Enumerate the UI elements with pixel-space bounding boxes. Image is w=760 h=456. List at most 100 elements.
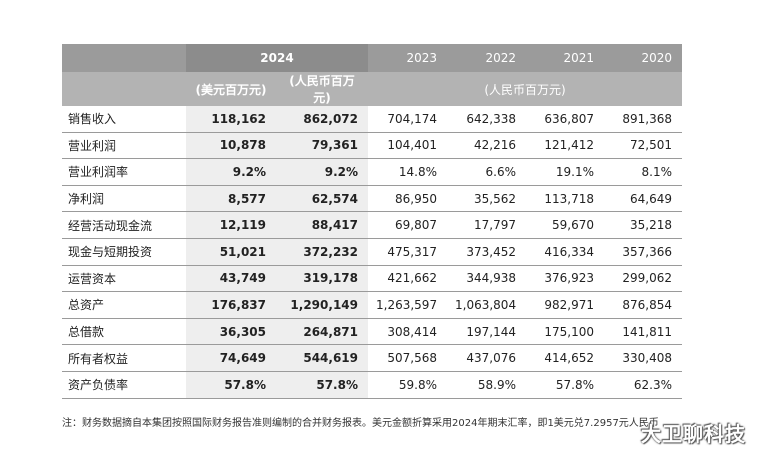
watermark-logo: 大卫聊科技: [641, 422, 746, 446]
cell-2021: 113,718: [526, 185, 604, 213]
table-row: 经营活动现金流 12,119 88,417 69,807 17,797 59,670 35,…: [62, 211, 682, 239]
row-label: 总资产: [62, 291, 186, 319]
cell-2023: 104,401: [368, 132, 447, 160]
cell-2024-rmb: 62,574: [276, 185, 368, 213]
cell-2021: 416,334: [526, 238, 604, 266]
table-row: 总借款 36,305 264,871 308,414 197,144 175,100 141…: [62, 318, 682, 346]
cell-2022: 437,076: [447, 344, 526, 372]
table-row: 营业利润 10,878 79,361 104,401 42,216 121,412 72,5…: [62, 132, 682, 160]
unit-header-blank: [62, 72, 186, 106]
cell-2023: 421,662: [368, 265, 447, 293]
cell-2020: 62.3%: [604, 371, 682, 399]
row-label: 运营资本: [62, 265, 186, 293]
cell-2020: 35,218: [604, 211, 682, 239]
table-row: 总资产 176,837 1,290,149 1,263,597 1,063,804 982…: [62, 291, 682, 319]
cell-2023: 507,568: [368, 344, 447, 372]
cell-2021: 59,670: [526, 211, 604, 239]
header-blank: [62, 44, 186, 72]
row-label: 营业利润: [62, 132, 186, 160]
cell-2021: 19.1%: [526, 158, 604, 186]
cell-2022: 373,452: [447, 238, 526, 266]
cell-2023: 475,317: [368, 238, 447, 266]
cell-2024-usd: 176,837: [186, 291, 276, 319]
cell-2022: 344,938: [447, 265, 526, 293]
cell-2021: 982,971: [526, 291, 604, 319]
table-row: 销售收入 118,162 862,072 704,174 642,338 636,807 8…: [62, 106, 682, 133]
cell-2022: 1,063,804: [447, 291, 526, 319]
cell-2024-rmb: 88,417: [276, 211, 368, 239]
table-row: 现金与短期投资 51,021 372,232 475,317 373,452 416,33…: [62, 238, 682, 266]
cell-2022: 642,338: [447, 106, 526, 133]
cell-2023: 59.8%: [368, 371, 447, 399]
cell-2024-rmb: 372,232: [276, 238, 368, 266]
cell-2020: 299,062: [604, 265, 682, 293]
cell-2020: 64,649: [604, 185, 682, 213]
year-header-2023: 2023: [368, 44, 447, 72]
cell-2024-rmb: 264,871: [276, 318, 368, 346]
row-label: 经营活动现金流: [62, 211, 186, 239]
year-header-2020: 2020: [604, 44, 682, 72]
row-label: 营业利润率: [62, 158, 186, 186]
cell-2024-usd: 43,749: [186, 265, 276, 293]
cell-2024-usd: 74,649: [186, 344, 276, 372]
table-row: 资产负债率 57.8% 57.8% 59.8% 58.9% 57.8% 62.3%: [62, 371, 682, 399]
cell-2024-usd: 57.8%: [186, 371, 276, 399]
cell-2022: 17,797: [447, 211, 526, 239]
cell-2020: 891,368: [604, 106, 682, 133]
cell-2023: 14.8%: [368, 158, 447, 186]
cell-2021: 376,923: [526, 265, 604, 293]
financial-summary-table: 2024 2023 2022 2021 2020 (美元百万元) (人民币百万元…: [62, 44, 682, 399]
row-label: 资产负债率: [62, 371, 186, 399]
cell-2024-usd: 118,162: [186, 106, 276, 133]
cell-2023: 308,414: [368, 318, 447, 346]
table-row: 营业利润率 9.2% 9.2% 14.8% 6.6% 19.1% 8.1%: [62, 158, 682, 186]
cell-2023: 69,807: [368, 211, 447, 239]
cell-2020: 141,811: [604, 318, 682, 346]
cell-2024-usd: 12,119: [186, 211, 276, 239]
row-label: 总借款: [62, 318, 186, 346]
cell-2024-rmb: 79,361: [276, 132, 368, 160]
table-row: 所有者权益 74,649 544,619 507,568 437,076 414,652 3…: [62, 344, 682, 372]
table-body: 销售收入 118,162 862,072 704,174 642,338 636,807 8…: [62, 106, 682, 399]
cell-2022: 42,216: [447, 132, 526, 160]
row-label: 所有者权益: [62, 344, 186, 372]
cell-2023: 704,174: [368, 106, 447, 133]
cell-2024-rmb: 319,178: [276, 265, 368, 293]
year-header-row: 2024 2023 2022 2021 2020: [62, 44, 682, 72]
cell-2020: 330,408: [604, 344, 682, 372]
cell-2024-rmb: 9.2%: [276, 158, 368, 186]
cell-2024-usd: 10,878: [186, 132, 276, 160]
cell-2024-usd: 51,021: [186, 238, 276, 266]
cell-2024-usd: 8,577: [186, 185, 276, 213]
row-label: 现金与短期投资: [62, 238, 186, 266]
row-label: 销售收入: [62, 106, 186, 133]
year-header-2022: 2022: [447, 44, 526, 72]
cell-2023: 86,950: [368, 185, 447, 213]
unit-rmb-history-header: (人民币百万元): [368, 72, 682, 106]
unit-usd-header: (美元百万元): [186, 72, 276, 106]
cell-2024-usd: 36,305: [186, 318, 276, 346]
unit-header-row: (美元百万元) (人民币百万元) (人民币百万元): [62, 72, 682, 106]
cell-2021: 414,652: [526, 344, 604, 372]
cell-2021: 121,412: [526, 132, 604, 160]
cell-2022: 58.9%: [447, 371, 526, 399]
year-header-2024: 2024: [186, 44, 368, 72]
cell-2024-rmb: 544,619: [276, 344, 368, 372]
cell-2020: 72,501: [604, 132, 682, 160]
table-row: 运营资本 43,749 319,178 421,662 344,938 376,923 29…: [62, 265, 682, 293]
cell-2022: 35,562: [447, 185, 526, 213]
cell-2022: 6.6%: [447, 158, 526, 186]
cell-2024-rmb: 57.8%: [276, 371, 368, 399]
row-label: 净利润: [62, 185, 186, 213]
cell-2024-usd: 9.2%: [186, 158, 276, 186]
cell-2021: 57.8%: [526, 371, 604, 399]
table-row: 净利润 8,577 62,574 86,950 35,562 113,718 64,649: [62, 185, 682, 213]
cell-2020: 876,854: [604, 291, 682, 319]
cell-2020: 8.1%: [604, 158, 682, 186]
footnote: 注：财务数据摘自本集团按照国际财务报告准则编制的合并财务报表。美元金额折算采用2…: [62, 418, 659, 429]
cell-2024-rmb: 862,072: [276, 106, 368, 133]
financial-summary-table-wrap: 2024 2023 2022 2021 2020 (美元百万元) (人民币百万元…: [62, 44, 682, 399]
cell-2021: 175,100: [526, 318, 604, 346]
cell-2021: 636,807: [526, 106, 604, 133]
cell-2023: 1,263,597: [368, 291, 447, 319]
